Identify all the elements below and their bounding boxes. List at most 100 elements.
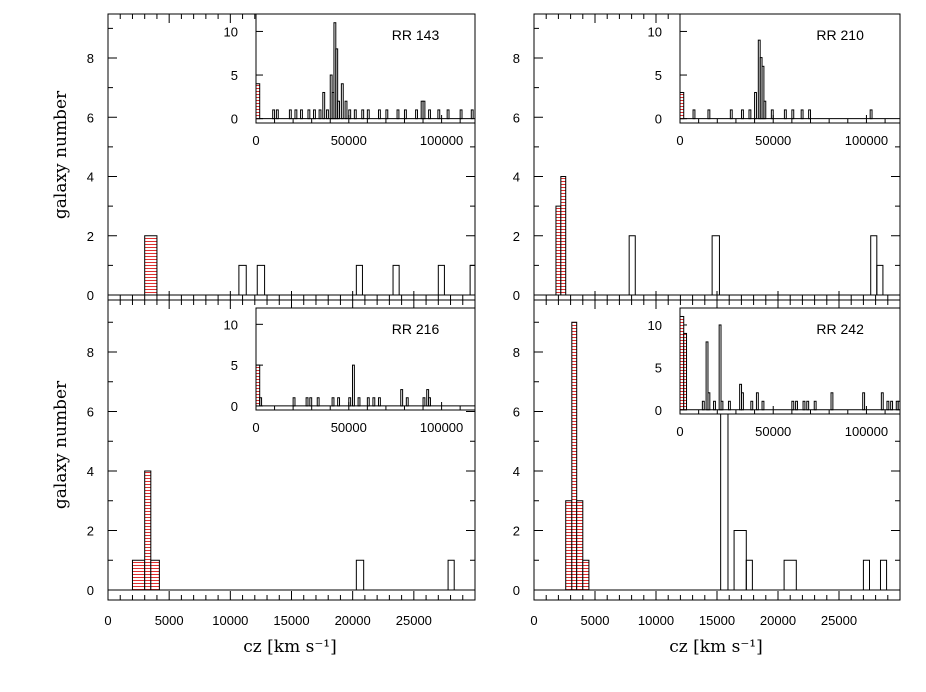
inset-field-bar [707, 392, 711, 411]
inset-field-bar [396, 109, 400, 120]
inset-y-tick-label: 10 [224, 317, 238, 332]
field-bar [392, 264, 400, 296]
inset-field-bar [459, 109, 463, 120]
inset-group-bar [255, 364, 261, 407]
inset-group-bar [679, 315, 685, 411]
inset-field-bar [415, 109, 418, 120]
inset-field-bar [316, 397, 320, 407]
panel-label: RR 210 [816, 27, 864, 43]
field-bar [862, 559, 871, 591]
panel-label: RR 143 [392, 27, 440, 43]
group-bar [555, 205, 562, 296]
panel-rr-143: 0 2 4 6 8 0 5 10 0 50000 100000 RR 143 [87, 13, 476, 303]
panel-label: RR 216 [392, 321, 440, 337]
inset-field-bar [890, 400, 894, 411]
field-bar [783, 559, 797, 591]
x-tick-label: 5000 [581, 613, 610, 628]
y-axis-title-bottom: galaxy number [51, 380, 71, 509]
inset-field-bar [400, 389, 404, 407]
inset-x-tick-label: 100000 [420, 133, 463, 148]
field-bar [745, 559, 753, 591]
inset-field-bar [344, 100, 348, 120]
inset-x-tick-label: 0 [676, 133, 683, 148]
inset-group-bar [679, 91, 685, 120]
x-tick-label: 25000 [821, 613, 857, 628]
field-bar [879, 559, 888, 591]
inset-field-bar [405, 397, 409, 407]
inset-field-bar [869, 109, 873, 120]
x-tick-label: 10000 [212, 613, 248, 628]
inset-x-tick-label: 0 [252, 420, 259, 435]
inset-field-bar [422, 397, 426, 407]
y-tick-label: 4 [87, 170, 94, 185]
inset-field-bar [770, 109, 774, 120]
inset-field-bar [791, 109, 795, 120]
inset-field-bar [761, 400, 765, 411]
x-tick-label: 0 [530, 613, 537, 628]
inset-y-tick-label: 5 [655, 68, 662, 83]
inset-histogram: 0 5 10 0 50000 100000 RR 216 [224, 307, 476, 435]
inset-field-bar [353, 109, 357, 120]
inset-y-tick-label: 0 [655, 112, 662, 127]
inset-field-bar [808, 109, 812, 120]
inset-field-bar [741, 392, 744, 411]
inset-field-bar [437, 109, 441, 120]
inset-x-tick-label: 50000 [331, 420, 367, 435]
inset-field-bar [377, 109, 381, 120]
inset-field-bar [305, 397, 309, 407]
inset-field-bar [331, 397, 335, 407]
panel-rr-216: 0 2 4 6 8 0 5000 10000 15000 20000 25000 0 5 10 0 50000… [87, 299, 476, 628]
group-bar [131, 559, 146, 591]
y-tick-label: 2 [513, 229, 520, 244]
inset-field-bar [761, 65, 765, 120]
y-tick-label: 2 [87, 524, 94, 539]
inset-field-bar [729, 109, 733, 120]
inset-field-bar [707, 109, 711, 120]
field-bar [711, 235, 720, 296]
inset-field-bar [750, 400, 754, 411]
inset-y-tick-label: 5 [231, 68, 238, 83]
inset-field-bar [318, 109, 322, 120]
y-tick-label: 2 [513, 524, 520, 539]
field-bar [628, 235, 636, 296]
inset-field-bar [272, 109, 276, 120]
inset-field-bar [802, 400, 806, 411]
inset-field-bar [428, 397, 431, 407]
inset-field-bar [422, 100, 426, 120]
group-bar [144, 470, 152, 591]
inset-field-bar [377, 397, 381, 407]
inset-field-bar [705, 341, 709, 411]
inset-field-bar [292, 397, 296, 407]
inset-field-bar [713, 400, 716, 411]
group-bar [144, 235, 158, 296]
x-tick-label: 10000 [638, 613, 674, 628]
y-tick-label: 8 [513, 51, 520, 66]
x-axis-title-left: cz [km s⁻¹] [243, 637, 336, 657]
inset-y-tick-label: 0 [231, 399, 238, 414]
inset-field-bar [783, 109, 787, 120]
inset-field-bar [300, 109, 303, 120]
inset-field-bar [897, 400, 901, 411]
inset-y-tick-label: 10 [648, 318, 662, 333]
inset-histogram: 0 5 10 0 50000 100000 RR 210 [648, 13, 901, 148]
inset-field-bar [727, 400, 731, 411]
y-tick-label: 8 [87, 345, 94, 360]
inset-field-bar [880, 392, 884, 411]
y-tick-label: 8 [513, 345, 520, 360]
x-tick-label: 15000 [699, 613, 735, 628]
inset-field-bar [337, 397, 341, 407]
inset-field-bar [348, 109, 352, 120]
group-bar [560, 176, 567, 296]
inset-histogram: 0 5 10 0 50000 100000 RR 143 [224, 13, 476, 148]
inset-field-bar [800, 109, 804, 120]
field-bar [876, 264, 884, 296]
inset-group-bar [255, 83, 261, 120]
inset-histogram: 0 5 10 0 50000 100000 RR 242 [648, 307, 901, 439]
inset-field-bar [340, 83, 344, 120]
inset-field-bar [470, 109, 474, 120]
inset-field-bar [348, 397, 352, 407]
y-tick-label: 4 [513, 464, 520, 479]
y-tick-label: 4 [513, 170, 520, 185]
inset-field-bar [335, 48, 339, 120]
